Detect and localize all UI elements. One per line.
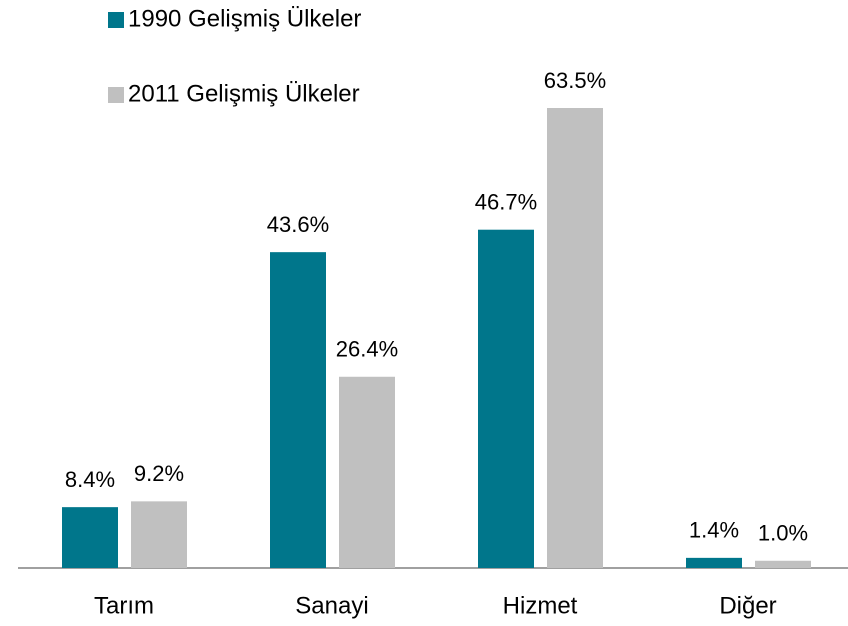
- bar: [755, 560, 811, 568]
- legend-label: 1990 Gelişmiş Ülkeler: [128, 5, 361, 32]
- bar: [339, 376, 395, 568]
- data-label: 46.7%: [475, 190, 537, 215]
- legend-swatch: [108, 12, 124, 28]
- bar: [547, 108, 603, 568]
- data-label: 1.0%: [758, 521, 808, 546]
- bar: [270, 252, 326, 569]
- data-label: 1.4%: [689, 518, 739, 543]
- legend-label: 2011 Gelişmiş Ülkeler: [128, 80, 360, 107]
- x-tick-label: Diğer: [719, 592, 776, 619]
- x-tick-label: Sanayi: [295, 592, 368, 619]
- legend-swatch: [108, 87, 124, 103]
- data-label: 43.6%: [267, 212, 329, 237]
- x-tick-label: Hizmet: [503, 592, 578, 619]
- bar: [131, 501, 187, 568]
- data-label: 63.5%: [544, 68, 606, 93]
- bar: [686, 557, 742, 568]
- data-label: 26.4%: [336, 337, 398, 362]
- data-label: 9.2%: [134, 461, 184, 486]
- x-tick-label: Tarım: [94, 592, 154, 619]
- data-label: 8.4%: [65, 467, 115, 492]
- bar: [478, 229, 534, 568]
- bar: [62, 507, 118, 568]
